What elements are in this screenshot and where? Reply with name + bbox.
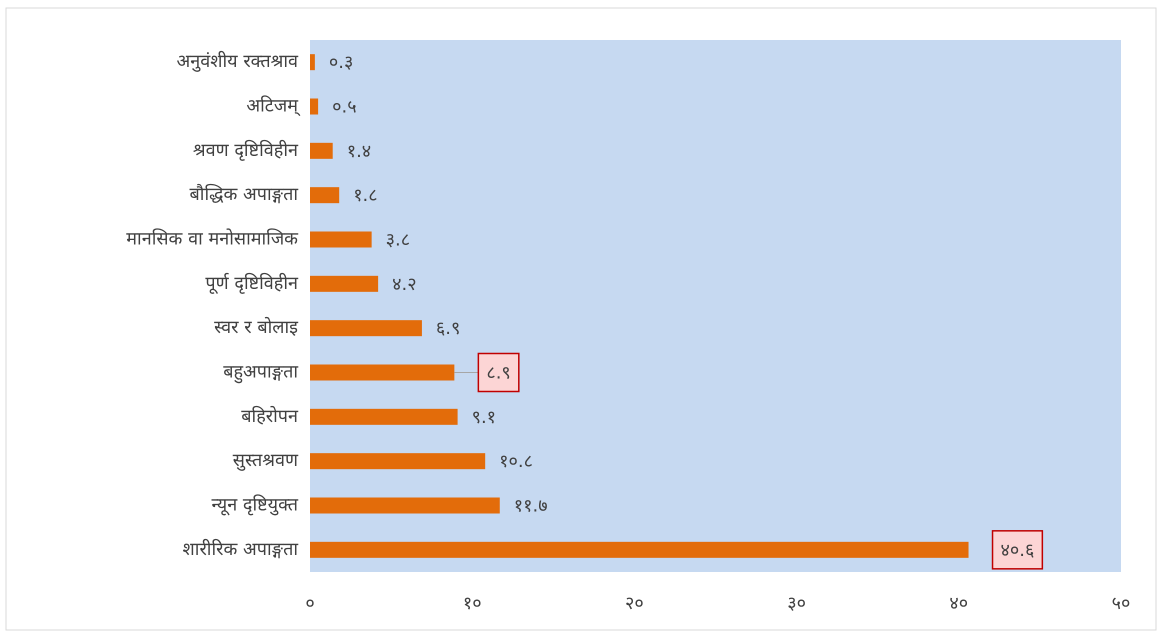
y-tick-label: बहुअपाङ्गता — [223, 362, 298, 384]
x-tick-label: २० — [625, 593, 644, 614]
bar — [310, 320, 422, 337]
bar — [310, 54, 315, 71]
bar — [310, 364, 455, 381]
x-tick-label: ५० — [1112, 593, 1131, 614]
y-tick-label: स्वर र बोलाइ — [214, 316, 299, 338]
bar — [310, 541, 969, 558]
y-tick-label: पूर्ण दृष्टिविहीन — [205, 272, 299, 294]
bar — [310, 497, 500, 514]
x-tick-label: १० — [463, 593, 482, 614]
value-label: १.४ — [347, 141, 371, 162]
value-label: ६.९ — [436, 318, 460, 339]
label-box — [477, 352, 520, 393]
value-label: १०.८ — [499, 451, 533, 472]
y-tick-label: बौद्धिक अपाङ्गता — [190, 183, 299, 205]
label-box — [991, 530, 1044, 570]
value-label: ११.७ — [514, 496, 548, 517]
bar — [310, 98, 319, 115]
plot-area — [310, 40, 1121, 572]
y-tick-label: न्यून दृष्टियुक्त — [211, 494, 298, 516]
bar — [310, 187, 340, 204]
x-tick-label: ४० — [949, 593, 968, 614]
value-label: ४.२ — [392, 274, 416, 295]
value-label: ८.९ — [486, 363, 510, 384]
y-tick-label: सुस्तश्रवण — [233, 450, 299, 471]
bar — [310, 231, 372, 248]
y-tick-label: बहिरोपन — [241, 405, 299, 427]
value-label: ०.५ — [332, 97, 356, 118]
value-label: ०.३ — [329, 52, 353, 73]
y-tick-label: श्रवण दृष्टिविहीन — [193, 139, 299, 161]
x-tick-label: ० — [305, 593, 314, 614]
y-tick-label: मानसिक वा मनोसामाजिक — [126, 228, 299, 250]
y-tick-label: अटिजम् — [246, 95, 301, 117]
value-label: ४०.६ — [1001, 540, 1035, 561]
bar — [310, 142, 333, 159]
value-label: ३.८ — [386, 230, 410, 251]
bar — [310, 408, 458, 425]
y-tick-label: शारीरिक अपाङ्गता — [183, 538, 299, 560]
value-label: ९.१ — [472, 407, 496, 428]
y-tick-label: अनुवंशीय रक्तश्राव — [177, 50, 299, 72]
value-label: १.८ — [353, 185, 377, 206]
bar — [310, 275, 379, 292]
bar — [310, 453, 486, 470]
x-tick-label: ३० — [787, 593, 806, 614]
